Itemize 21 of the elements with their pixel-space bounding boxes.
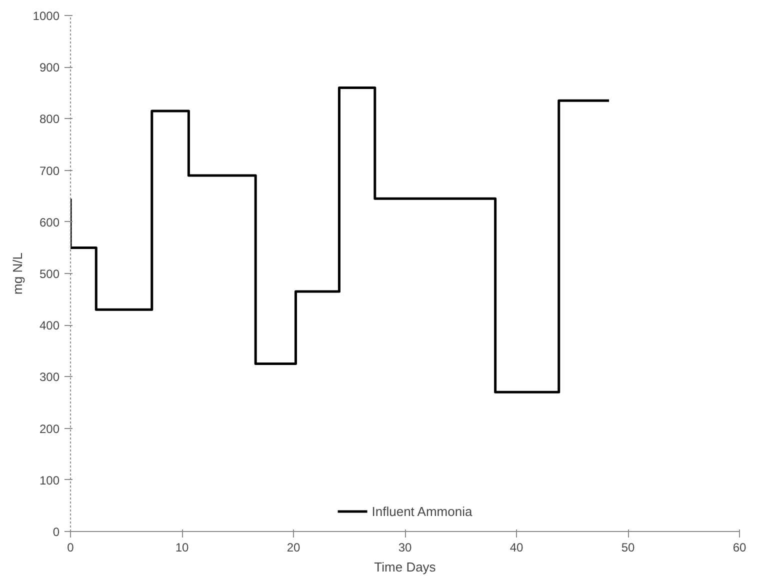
y-tick-label: 900 (39, 60, 60, 75)
y-axis-title: mg N/L (10, 252, 25, 294)
y-tick-label: 300 (39, 370, 60, 384)
y-tick-label: 200 (39, 422, 60, 436)
y-tick-label: 700 (39, 164, 60, 178)
y-tick-label: 0 (52, 525, 60, 539)
legend-label: Influent Ammonia (372, 504, 472, 518)
x-tick-label: 10 (175, 540, 189, 554)
y-tick-label: 500 (39, 267, 60, 281)
y-tick-label: 600 (39, 215, 60, 230)
y-tick-label: 800 (39, 112, 60, 126)
x-axis-title: Time Days (374, 560, 436, 574)
x-tick-label: 20 (286, 540, 300, 554)
y-tick-label: 400 (39, 318, 60, 333)
x-tick-label: 60 (732, 540, 746, 554)
x-tick-label: 30 (398, 540, 412, 554)
x-tick-label: 40 (510, 540, 524, 554)
y-tick-label: 100 (39, 473, 60, 488)
y-tick-label: 1000 (32, 9, 60, 23)
x-tick-label: 50 (621, 540, 635, 554)
x-tick-label: 0 (67, 540, 74, 554)
